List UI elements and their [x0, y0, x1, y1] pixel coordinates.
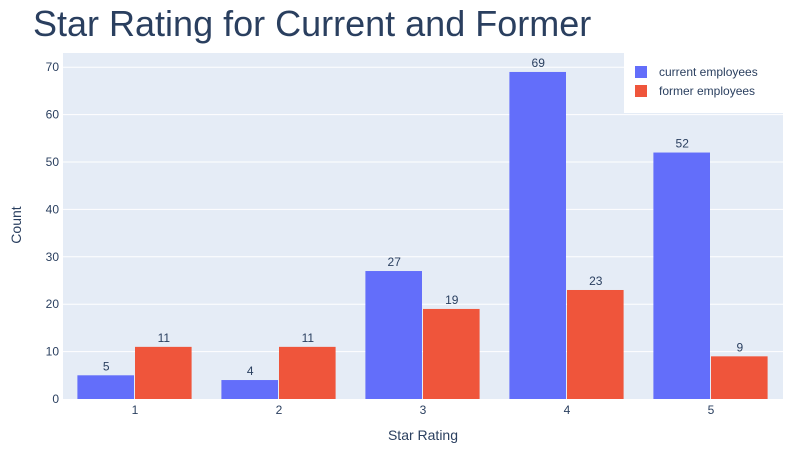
- bar-current-3[interactable]: [365, 271, 422, 399]
- data-label: 11: [158, 331, 171, 345]
- bar-current-5[interactable]: [653, 152, 710, 399]
- x-tick-label: 2: [276, 403, 283, 417]
- x-tick-label: 4: [564, 403, 571, 417]
- y-tick-label: 20: [46, 297, 60, 311]
- y-axis: 0 10 20 30 40 50 60 70: [46, 60, 60, 406]
- data-label: 69: [532, 56, 546, 70]
- legend-swatch[interactable]: [635, 66, 647, 78]
- data-label: 9: [736, 340, 743, 354]
- bar-current-2[interactable]: [221, 380, 278, 399]
- legend-label[interactable]: current employees: [659, 65, 758, 79]
- legend-background: [624, 53, 783, 113]
- legend-swatch[interactable]: [635, 85, 647, 97]
- bar-former-2[interactable]: [279, 346, 336, 399]
- data-label: 11: [302, 331, 315, 345]
- x-tick-label: 1: [132, 403, 139, 417]
- bar-current-1[interactable]: [77, 375, 134, 399]
- y-tick-label: 40: [46, 202, 60, 216]
- bar-former-5[interactable]: [711, 356, 768, 399]
- bar-current-4[interactable]: [509, 71, 566, 400]
- y-tick-label: 30: [46, 250, 60, 264]
- bar-former-1[interactable]: [135, 346, 192, 399]
- x-axis-title: Star Rating: [388, 427, 458, 443]
- y-tick-label: 60: [46, 108, 60, 122]
- x-axis: 1 2 3 4 5: [132, 403, 715, 417]
- data-label: 27: [388, 255, 402, 269]
- y-tick-label: 0: [52, 392, 59, 406]
- x-tick-label: 3: [420, 403, 427, 417]
- data-label: 23: [589, 274, 603, 288]
- bar-former-3[interactable]: [423, 308, 480, 399]
- data-label: 4: [247, 364, 254, 378]
- y-tick-label: 10: [46, 345, 60, 359]
- data-labels: 5 11 4 11 27 19 69 23 52 9: [103, 56, 744, 378]
- y-tick-label: 50: [46, 155, 60, 169]
- legend[interactable]: current employees former employees: [624, 53, 783, 113]
- legend-label[interactable]: former employees: [659, 84, 755, 98]
- x-tick-label: 5: [708, 403, 715, 417]
- bar-former-4[interactable]: [567, 289, 624, 399]
- y-tick-label: 70: [46, 60, 60, 74]
- bars: [77, 71, 768, 400]
- chart-title: Star Rating for Current and Former: [33, 3, 592, 44]
- y-axis-title: Count: [8, 206, 24, 243]
- data-label: 52: [676, 137, 690, 151]
- data-label: 19: [445, 293, 459, 307]
- data-label: 5: [103, 359, 110, 373]
